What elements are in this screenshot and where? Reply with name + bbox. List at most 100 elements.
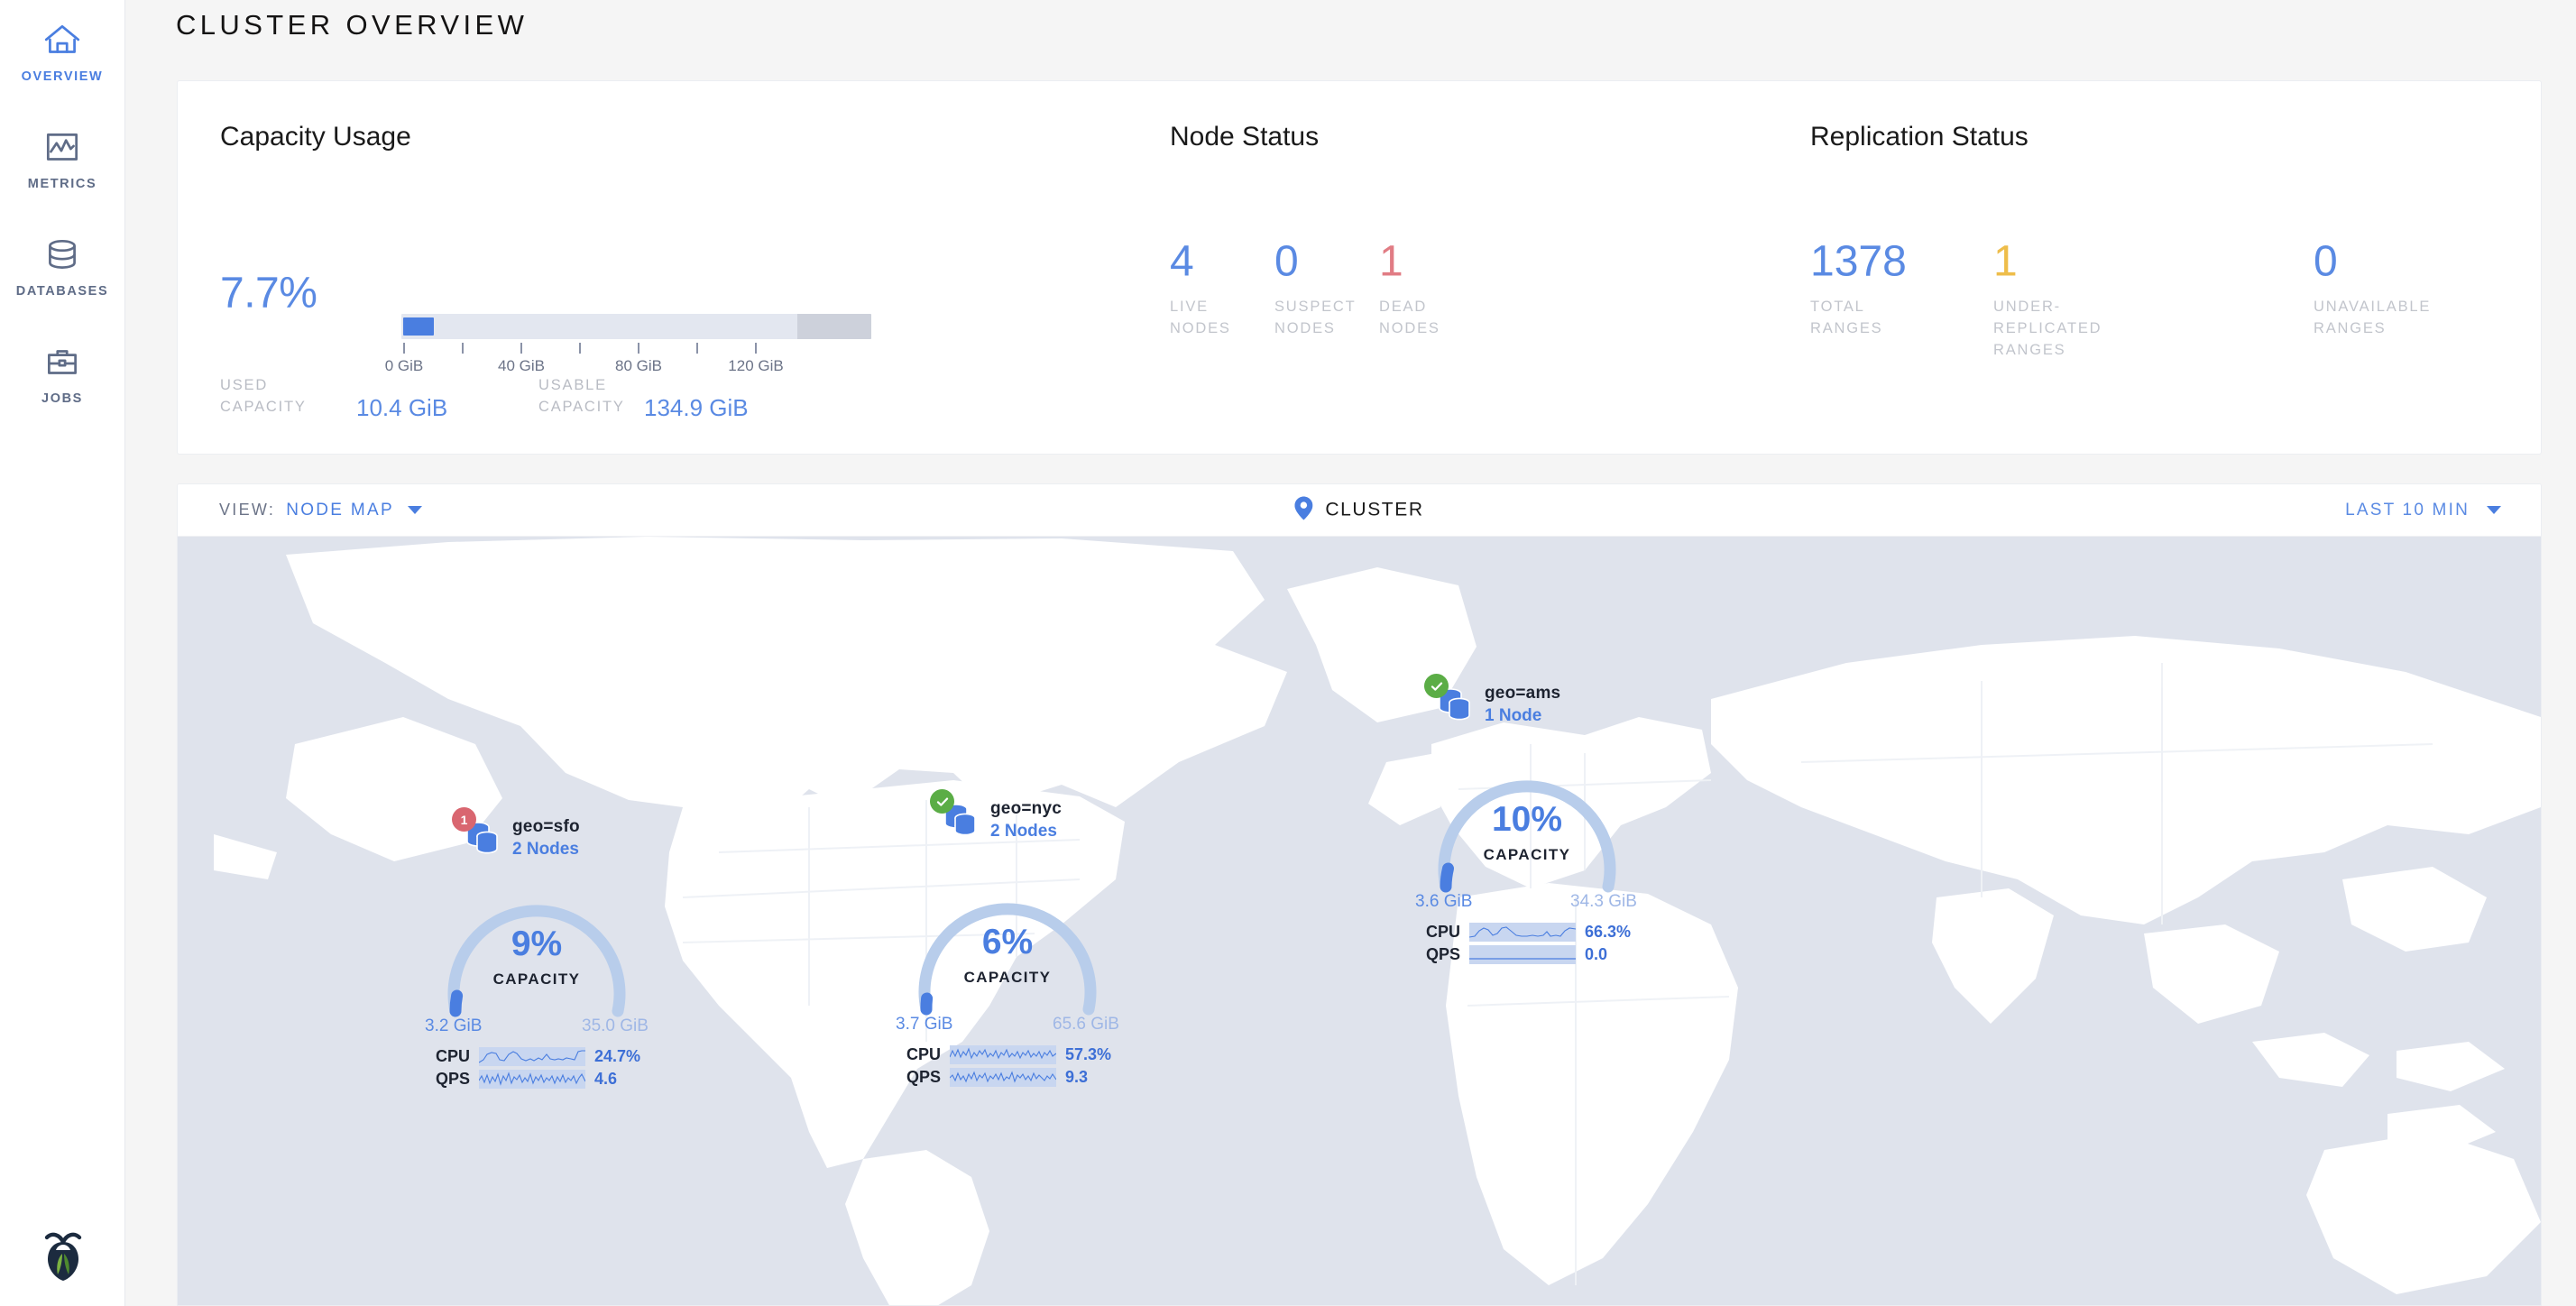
gauge-used-value: 3.6 GiB — [1415, 892, 1473, 911]
capacity-gauge: 6% CAPACITY — [905, 883, 1110, 1018]
section-title: Node Status — [1170, 122, 1320, 152]
axis-tick-label: 80 GiB — [615, 357, 662, 374]
stat-value: 4 — [1170, 237, 1194, 286]
sidebar-item-label: JOBS — [41, 391, 83, 406]
metric-value: 57.3% — [1065, 1045, 1112, 1063]
usable-capacity-value: 134.9 GiB — [644, 394, 749, 421]
database-icon — [41, 235, 83, 274]
stat-value: 1 — [1993, 237, 2018, 286]
locality-metrics: CPU 66.3% QPS 0.0 — [1419, 921, 1631, 966]
locality-text: geo=nyc 2 Nodes — [990, 798, 1062, 842]
sidebar-item-databases[interactable]: DATABASES — [0, 191, 124, 299]
sidebar-item-label: DATABASES — [15, 284, 109, 299]
replication-status-section: Replication Status 1378 TOTAL RANGES 1 U… — [1810, 81, 2541, 454]
time-range-selector[interactable]: LAST 10 MIN — [2345, 501, 2501, 520]
gauge-used-value: 3.2 GiB — [425, 1016, 483, 1035]
stat-label: DEAD NODES — [1379, 299, 1440, 336]
used-capacity-value: 10.4 GiB — [356, 394, 448, 421]
capacity-percent: 7.7% — [220, 269, 317, 317]
locality-name: geo=nyc — [990, 799, 1063, 818]
sidebar-item-metrics[interactable]: METRICS — [0, 84, 124, 191]
locality-nodes: 1 Node — [1485, 706, 1542, 725]
usable-capacity-label-line2: CAPACITY — [538, 399, 625, 415]
time-range-label[interactable]: LAST 10 MIN — [2345, 500, 2470, 520]
metric-label: CPU — [1425, 923, 1460, 941]
metric-label: CPU — [435, 1047, 470, 1065]
used-capacity-label-line2: CAPACITY — [220, 399, 307, 415]
status-badge — [1424, 674, 1449, 698]
locality-name: geo=ams — [1485, 684, 1561, 703]
used-capacity-label-line1: USED — [220, 377, 269, 393]
metric-label: QPS — [1425, 945, 1460, 963]
sidebar: OVERVIEW METRICS DATABASES — [0, 0, 125, 1306]
chevron-down-icon[interactable] — [407, 506, 422, 514]
locality-header: geo=nyc 2 Nodes — [930, 789, 1062, 842]
cluster-summary-card: Capacity Usage 7.7% 0 G — [177, 80, 2542, 455]
stat-label: TOTAL RANGES — [1810, 299, 1883, 336]
cpu-sparkline — [950, 1045, 1056, 1064]
check-icon — [1431, 682, 1442, 691]
section-title: Capacity Usage — [220, 122, 411, 152]
stat-value: 0 — [1274, 237, 1299, 286]
check-icon — [936, 797, 948, 806]
breadcrumb-label[interactable]: CLUSTER — [1325, 499, 1424, 520]
axis-tick-label: 120 GiB — [728, 357, 784, 374]
metric-row-cpu: CPU 24.7% — [428, 1045, 640, 1068]
metric-value: 66.3% — [1585, 923, 1632, 941]
gauge-total-value: 65.6 GiB — [1053, 1015, 1119, 1034]
map-pin-icon — [1294, 496, 1313, 524]
metric-row-qps: QPS 0.0 — [1419, 943, 1631, 966]
breadcrumb: CLUSTER — [1294, 496, 1423, 524]
node-stack-icon — [462, 816, 501, 854]
locality-text: geo=sfo 2 Nodes — [512, 816, 580, 860]
locality-marker-nyc[interactable]: geo=nyc 2 Nodes 6% CAPACITY 3.7 GiB 65 — [896, 789, 1119, 1087]
qps-sparkline — [1469, 945, 1576, 964]
view-selector[interactable]: VIEW: NODE MAP — [219, 501, 422, 520]
node-map-card: VIEW: NODE MAP CLUSTER LAST 10 MIN — [177, 483, 2542, 1306]
chart-icon — [41, 127, 83, 167]
map-toolbar: VIEW: NODE MAP CLUSTER LAST 10 MIN — [178, 484, 2541, 537]
locality-name: geo=sfo — [512, 817, 580, 836]
capacity-gauge: 9% CAPACITY — [434, 885, 639, 1020]
metric-label: QPS — [435, 1070, 470, 1088]
sidebar-item-overview[interactable]: OVERVIEW — [0, 0, 124, 84]
view-value[interactable]: NODE MAP — [286, 500, 394, 520]
gauge-total-value: 34.3 GiB — [1570, 892, 1637, 911]
section-title: Replication Status — [1810, 122, 2029, 152]
stat-label: SUSPECT NODES — [1274, 299, 1357, 336]
usable-capacity-label-line1: USABLE — [538, 377, 607, 393]
locality-header: geo=ams 1 Node — [1424, 674, 1561, 726]
locality-marker-sfo[interactable]: 1 — [425, 807, 649, 1089]
gauge-caption: CAPACITY — [1483, 846, 1571, 863]
metric-row-cpu: CPU 66.3% — [1419, 921, 1631, 943]
sidebar-item-label: METRICS — [27, 177, 97, 191]
metric-label: CPU — [906, 1045, 941, 1063]
qps-sparkline — [479, 1070, 585, 1089]
stat-value: 1378 — [1810, 237, 1907, 286]
locality-metrics: CPU 57.3% QPS 9.3 — [899, 1044, 1111, 1089]
cpu-sparkline — [1469, 923, 1576, 942]
locality-marker-ams[interactable]: geo=ams 1 Node 10% CAPACITY 3.6 GiB 34 — [1415, 674, 1637, 964]
locality-metrics: CPU 24.7% QPS 4.6 — [428, 1045, 640, 1090]
briefcase-icon — [41, 342, 83, 382]
capacity-usage-section: Capacity Usage 7.7% 0 G — [178, 81, 1170, 454]
locality-header: 1 — [452, 807, 580, 860]
gauge-percent: 6% — [981, 923, 1034, 961]
metric-row-qps: QPS 4.6 — [428, 1068, 640, 1090]
sidebar-item-jobs[interactable]: JOBS — [0, 299, 124, 406]
capacity-bar-used — [403, 317, 434, 336]
stat-label: UNAVAILABLE RANGES — [2314, 299, 2432, 336]
cockroachdb-logo — [0, 1227, 125, 1283]
chevron-down-icon[interactable] — [2487, 506, 2501, 514]
world-map[interactable]: 1 — [178, 537, 2541, 1305]
metric-row-cpu: CPU 57.3% — [899, 1044, 1111, 1066]
view-label: VIEW: — [219, 501, 276, 519]
status-badge — [930, 789, 954, 814]
metric-value: 0.0 — [1585, 945, 1608, 963]
capacity-axis-ticks — [401, 343, 871, 355]
metric-value: 24.7% — [594, 1047, 641, 1065]
axis-tick-label: 0 GiB — [384, 357, 424, 374]
capacity-bar-beyond — [797, 314, 871, 339]
qps-sparkline — [950, 1068, 1056, 1087]
